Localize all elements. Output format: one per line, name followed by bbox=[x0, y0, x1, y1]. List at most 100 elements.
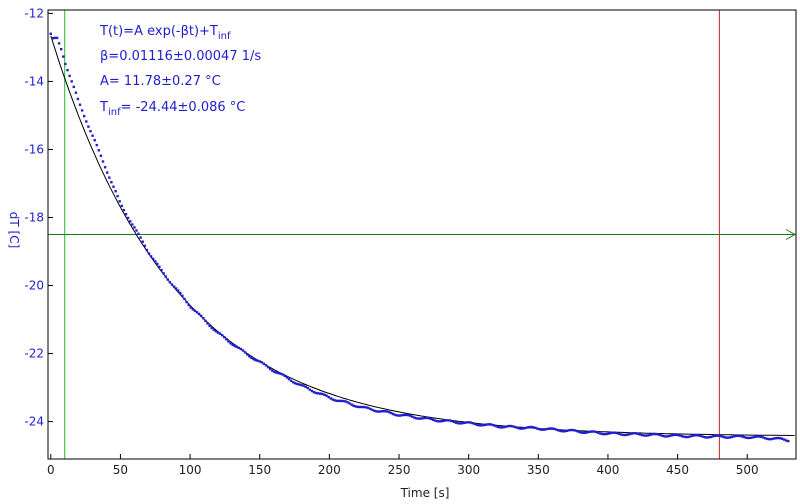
data-point bbox=[129, 220, 132, 223]
data-point bbox=[193, 309, 197, 313]
data-point bbox=[358, 405, 362, 409]
x-tick-label: 50 bbox=[113, 463, 128, 477]
data-point bbox=[383, 410, 387, 413]
data-layer bbox=[49, 32, 790, 443]
data-point bbox=[605, 432, 608, 436]
y-tick-label: -16 bbox=[24, 142, 44, 156]
data-point bbox=[695, 434, 698, 437]
data-point bbox=[569, 428, 573, 432]
data-point bbox=[776, 436, 780, 440]
data-point bbox=[691, 434, 694, 438]
x-axis-title: Time [s] bbox=[400, 486, 450, 500]
data-point bbox=[538, 428, 541, 431]
y-tick-label: -22 bbox=[24, 347, 44, 361]
data-point bbox=[287, 377, 291, 381]
data-point bbox=[438, 420, 441, 423]
data-point bbox=[235, 345, 238, 349]
data-point bbox=[248, 355, 251, 358]
data-point bbox=[143, 244, 146, 248]
data-point bbox=[381, 410, 385, 413]
data-point bbox=[783, 438, 786, 441]
data-point bbox=[722, 435, 725, 439]
data-point bbox=[532, 426, 535, 429]
data-point bbox=[655, 432, 658, 436]
data-point bbox=[760, 435, 763, 438]
data-point bbox=[561, 430, 564, 433]
data-point bbox=[218, 332, 222, 335]
data-point bbox=[365, 406, 368, 409]
data-point bbox=[716, 434, 719, 437]
data-point bbox=[594, 430, 598, 434]
data-point bbox=[250, 356, 253, 360]
data-point bbox=[289, 379, 293, 382]
data-point bbox=[197, 312, 201, 316]
data-point bbox=[279, 372, 282, 375]
data-point bbox=[649, 433, 652, 436]
data-point bbox=[513, 425, 516, 429]
data-point bbox=[411, 415, 414, 418]
data-point bbox=[388, 411, 391, 414]
data-point bbox=[106, 171, 109, 174]
data-point bbox=[774, 437, 777, 440]
data-point bbox=[578, 430, 581, 434]
data-point bbox=[705, 436, 709, 439]
data-point bbox=[80, 109, 84, 112]
data-point bbox=[375, 410, 378, 413]
data-point bbox=[66, 68, 69, 72]
data-point bbox=[590, 430, 594, 433]
data-point bbox=[523, 426, 527, 430]
data-point bbox=[379, 410, 383, 413]
data-point bbox=[471, 422, 474, 425]
data-point bbox=[57, 42, 61, 45]
data-point bbox=[120, 204, 123, 208]
data-point bbox=[74, 91, 78, 94]
data-point bbox=[697, 434, 700, 437]
data-point bbox=[312, 391, 316, 394]
data-point bbox=[448, 419, 452, 422]
data-point bbox=[503, 425, 506, 429]
data-point bbox=[720, 435, 723, 438]
data-point bbox=[634, 432, 637, 435]
data-point bbox=[400, 414, 403, 417]
data-point bbox=[273, 370, 276, 374]
data-point bbox=[325, 394, 328, 397]
data-point bbox=[682, 435, 686, 438]
fit-curve bbox=[50, 35, 795, 436]
data-point bbox=[200, 314, 203, 317]
data-point bbox=[331, 398, 335, 401]
plot-frame bbox=[47, 9, 797, 460]
x-tick-label: 100 bbox=[179, 463, 202, 477]
data-point bbox=[766, 437, 769, 441]
x-tick-label: 200 bbox=[318, 463, 341, 477]
data-point bbox=[515, 426, 518, 429]
y-tick-label: -14 bbox=[24, 74, 44, 88]
data-point bbox=[613, 431, 617, 434]
data-point bbox=[254, 358, 257, 362]
data-point bbox=[728, 436, 731, 439]
data-point bbox=[114, 190, 117, 193]
data-point bbox=[630, 432, 633, 435]
data-point bbox=[333, 399, 337, 402]
data-point bbox=[680, 434, 683, 438]
data-point bbox=[363, 405, 366, 409]
data-point bbox=[553, 427, 556, 431]
data-point bbox=[678, 434, 681, 437]
data-point bbox=[70, 80, 73, 83]
data-point bbox=[227, 340, 230, 343]
data-point bbox=[183, 297, 186, 301]
data-point bbox=[231, 343, 234, 346]
data-point bbox=[726, 436, 729, 439]
data-point bbox=[743, 436, 746, 439]
data-point bbox=[152, 257, 155, 261]
fit-tinf-text: Tinf= -24.44±0.086 °C bbox=[99, 100, 245, 118]
data-point bbox=[252, 358, 255, 361]
data-point bbox=[296, 382, 299, 386]
data-point bbox=[787, 439, 790, 443]
data-point bbox=[415, 417, 418, 420]
data-point bbox=[145, 248, 149, 252]
data-point bbox=[745, 436, 748, 439]
data-point bbox=[122, 208, 126, 212]
data-point bbox=[565, 429, 569, 432]
data-point bbox=[770, 437, 773, 441]
